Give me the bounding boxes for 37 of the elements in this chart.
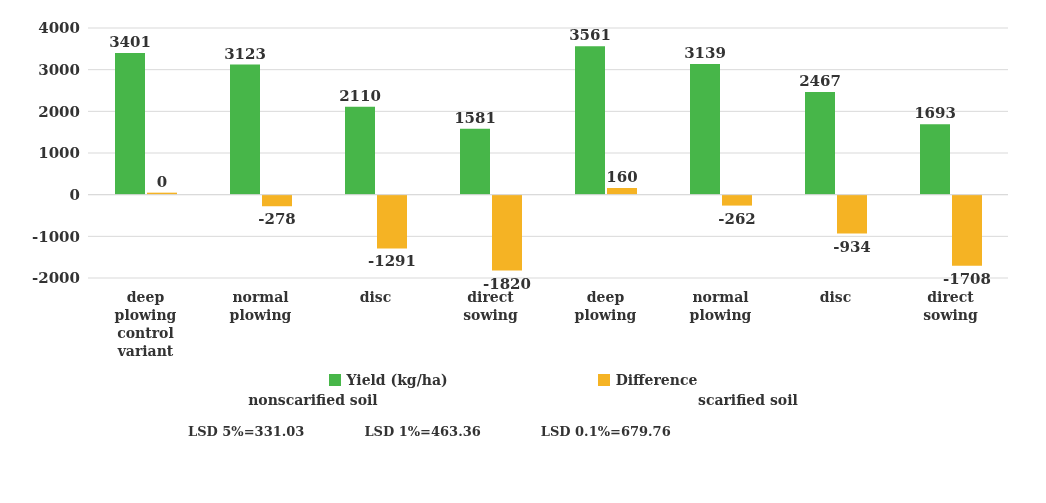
data-label: -278: [258, 210, 296, 229]
x-tick-label: disc: [819, 289, 852, 305]
data-label: -262: [718, 209, 756, 228]
text: LSD 5%=331.03: [188, 424, 305, 439]
data-label: 2110: [339, 86, 381, 105]
text: LSD 0.1%=679.76: [540, 424, 671, 439]
y-tick-label: 3000: [38, 60, 80, 79]
y-tick-label: 2000: [38, 102, 80, 121]
data-label: 1581: [454, 108, 496, 127]
data-label: 160: [606, 168, 638, 186]
y-tick-label: 4000: [38, 19, 80, 38]
y-tick-label: -1000: [32, 227, 80, 246]
data-label: 3123: [224, 44, 266, 63]
y-tick-label: 1000: [38, 144, 80, 163]
y-tick-label: -2000: [32, 269, 80, 288]
text: scarified soil: [698, 392, 798, 408]
y-tick-label: 0: [69, 185, 80, 204]
data-label: -934: [833, 237, 871, 256]
data-label: 3401: [109, 32, 151, 51]
data-label: -1291: [368, 252, 416, 271]
data-label: -1708: [943, 269, 991, 288]
legend-label: Yield (kg/ha): [346, 372, 448, 388]
text: LSD 1%=463.36: [364, 424, 481, 439]
x-tick-label: normal plowing: [689, 289, 752, 323]
data-label: 2467: [799, 71, 841, 90]
data-label: 1693: [914, 104, 956, 123]
data-label: 3139: [684, 43, 726, 62]
x-tick-label: deep plowing: [574, 289, 637, 323]
x-tick-label: disc: [359, 289, 392, 305]
x-tick-label: normal plowing: [229, 289, 292, 323]
data-label: 3561: [569, 26, 611, 45]
x-tick-label: direct sowing: [463, 289, 518, 323]
legend-label: Difference: [615, 372, 698, 388]
data-label: 0: [156, 172, 168, 191]
x-tick-label: deep plowing control variant: [114, 289, 177, 359]
text: nonscarified soil: [248, 392, 378, 408]
x-tick-label: direct sowing: [923, 289, 978, 323]
